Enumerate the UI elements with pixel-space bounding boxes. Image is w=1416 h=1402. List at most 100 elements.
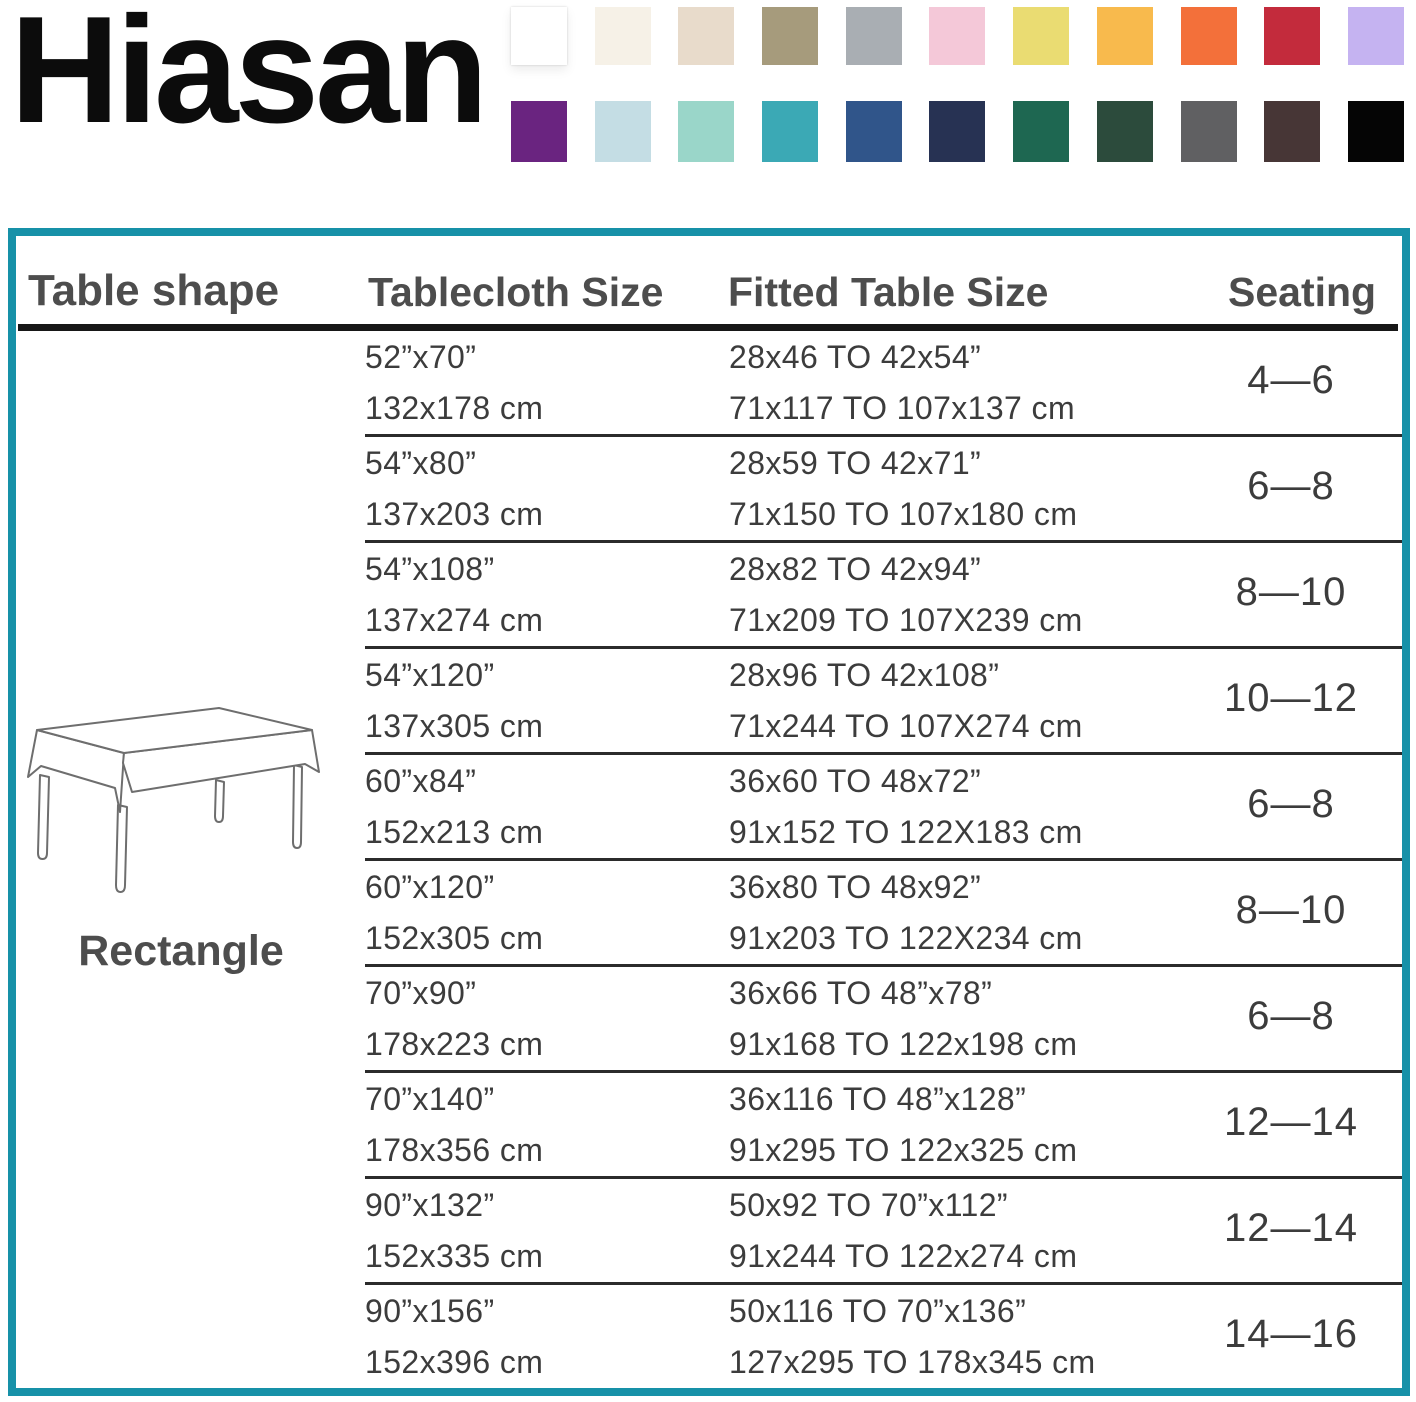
color-swatch (1264, 101, 1321, 162)
swatch-row-1 (511, 7, 1404, 65)
rectangle-table-icon (27, 707, 320, 893)
size-chart-header-row: Table shape Tablecloth Size Fitted Table… (16, 236, 1402, 324)
tablecloth-size-inches: 60”x120” (365, 868, 495, 905)
fitted-size-cm: 127x295 TO 178x345 cm (729, 1343, 1096, 1380)
fitted-size-cm: 71x244 TO 107X274 cm (729, 707, 1083, 744)
tablecloth-size-inches: 54”x80” (365, 444, 477, 481)
fitted-size-cm: 71x150 TO 107x180 cm (729, 495, 1078, 532)
color-swatch (511, 101, 567, 162)
color-swatch (929, 101, 986, 162)
tablecloth-size-inches: 90”x132” (365, 1186, 495, 1223)
fitted-size-inches: 28x59 TO 42x71” (729, 444, 982, 481)
fitted-size-inches: 36x80 TO 48x92” (729, 868, 982, 905)
seating-cell: 10—12 (1224, 676, 1358, 720)
table-row: 90”x156” 152x396 cm 50x116 TO 70”x136” 127x… (365, 1285, 1402, 1388)
tablecloth-size-cm: 137x274 cm (365, 601, 544, 638)
color-swatch (1347, 101, 1404, 162)
color-swatch (762, 101, 819, 162)
color-swatch (511, 7, 567, 65)
tablecloth-size-cm: 178x223 cm (365, 1025, 544, 1062)
fitted-table-size-cell: 36x80 TO 48x92” 91x203 TO 122X234 cm (729, 869, 1180, 957)
color-swatch (929, 7, 986, 65)
size-rows: 52”x70” 132x178 cm 28x46 TO 42x54” 71x117 T… (365, 331, 1402, 1388)
seating-cell: 8—10 (1235, 888, 1347, 932)
color-swatch (1264, 7, 1321, 65)
tablecloth-size-cm: 132x178 cm (365, 389, 544, 426)
fitted-size-inches: 36x66 TO 48”x78” (729, 974, 993, 1011)
seating-cell: 12—14 (1224, 1206, 1358, 1250)
tablecloth-size-inches: 54”x120” (365, 656, 495, 693)
fitted-size-inches: 50x92 TO 70”x112” (729, 1186, 1008, 1223)
tablecloth-size-cell: 60”x120” 152x305 cm (365, 869, 729, 957)
fitted-table-size-cell: 36x116 TO 48”x128” 91x295 TO 122x325 cm (729, 1081, 1180, 1169)
table-row: 60”x84” 152x213 cm 36x60 TO 48x72” 91x152 T… (365, 755, 1402, 861)
color-swatch (845, 101, 902, 162)
tablecloth-size-cm: 137x305 cm (365, 707, 544, 744)
fitted-table-size-cell: 50x92 TO 70”x112” 91x244 TO 122x274 cm (729, 1187, 1180, 1275)
tablecloth-size-cell: 90”x156” 152x396 cm (365, 1293, 729, 1381)
color-swatch (594, 7, 651, 65)
fitted-size-cm: 91x168 TO 122x198 cm (729, 1025, 1078, 1062)
tablecloth-size-inches: 52”x70” (365, 338, 477, 375)
fitted-table-size-cell: 36x60 TO 48x72” 91x152 TO 122X183 cm (729, 763, 1180, 851)
table-row: 54”x108” 137x274 cm 28x82 TO 42x94” 71x209 … (365, 543, 1402, 649)
fitted-size-inches: 28x96 TO 42x108” (729, 656, 1000, 693)
fitted-size-cm: 71x209 TO 107X239 cm (729, 601, 1083, 638)
table-row: 90”x132” 152x335 cm 50x92 TO 70”x112” 91x24… (365, 1179, 1402, 1285)
seating-cell: 4—6 (1247, 358, 1335, 402)
tablecloth-size-cell: 54”x80” 137x203 cm (365, 445, 729, 533)
fitted-size-inches: 50x116 TO 70”x136” (729, 1292, 1027, 1329)
table-shape-column: Rectangle (16, 331, 365, 1388)
size-chart: Table shape Tablecloth Size Fitted Table… (8, 228, 1410, 1396)
color-swatch (678, 7, 735, 65)
tablecloth-size-cell: 70”x140” 178x356 cm (365, 1081, 729, 1169)
seating-cell: 14—16 (1224, 1312, 1358, 1356)
fitted-size-cm: 91x295 TO 122x325 cm (729, 1131, 1078, 1168)
tablecloth-size-cm: 152x213 cm (365, 813, 544, 850)
fitted-size-inches: 28x82 TO 42x94” (729, 550, 982, 587)
fitted-table-size-cell: 50x116 TO 70”x136” 127x295 TO 178x345 cm (729, 1293, 1180, 1381)
fitted-size-inches: 36x116 TO 48”x128” (729, 1080, 1027, 1117)
color-swatch (1180, 7, 1237, 65)
color-swatch (1180, 101, 1237, 162)
brand-logo: Hiasan (10, 0, 488, 155)
tablecloth-size-cell: 54”x120” 137x305 cm (365, 657, 729, 745)
color-swatch (1013, 101, 1070, 162)
color-swatch (845, 7, 902, 65)
fitted-size-cm: 91x203 TO 122X234 cm (729, 919, 1083, 956)
tablecloth-size-inches: 70”x140” (365, 1080, 495, 1117)
size-chart-body: Rectangle 52”x70” 132x178 cm 28x46 TO 42x5… (16, 331, 1402, 1388)
tablecloth-size-cm: 152x335 cm (365, 1237, 544, 1274)
fitted-table-size-cell: 36x66 TO 48”x78” 91x168 TO 122x198 cm (729, 975, 1180, 1063)
fitted-table-size-cell: 28x96 TO 42x108” 71x244 TO 107X274 cm (729, 657, 1180, 745)
table-row: 60”x120” 152x305 cm 36x80 TO 48x92” 91x203 … (365, 861, 1402, 967)
swatch-row-2 (511, 101, 1404, 162)
column-header-table-shape: Table shape (28, 266, 280, 315)
color-swatch (1013, 7, 1070, 65)
fitted-size-cm: 71x117 TO 107x137 cm (729, 389, 1075, 426)
tablecloth-size-cell: 60”x84” 152x213 cm (365, 763, 729, 851)
table-row: 54”x80” 137x203 cm 28x59 TO 42x71” 71x150 T… (365, 437, 1402, 543)
tablecloth-size-cm: 178x356 cm (365, 1131, 544, 1168)
column-header-tablecloth-size: Tablecloth Size (368, 269, 664, 315)
tablecloth-size-cell: 90”x132” 152x335 cm (365, 1187, 729, 1275)
tablecloth-size-cm: 137x203 cm (365, 495, 544, 532)
color-swatch (678, 101, 735, 162)
table-row: 70”x140” 178x356 cm 36x116 TO 48”x128” 91x2… (365, 1073, 1402, 1179)
tablecloth-size-inches: 54”x108” (365, 550, 495, 587)
table-row: 70”x90” 178x223 cm 36x66 TO 48”x78” 91x168 … (365, 967, 1402, 1073)
header-divider (18, 324, 1398, 331)
fitted-size-cm: 91x244 TO 122x274 cm (729, 1237, 1078, 1274)
table-row: 52”x70” 132x178 cm 28x46 TO 42x54” 71x117 T… (365, 331, 1402, 437)
color-swatch (1096, 7, 1153, 65)
shape-label: Rectangle (78, 927, 284, 975)
tablecloth-size-cell: 54”x108” 137x274 cm (365, 551, 729, 639)
tablecloth-size-cm: 152x305 cm (365, 919, 544, 956)
color-swatch (1347, 7, 1404, 65)
tablecloth-size-inches: 60”x84” (365, 762, 477, 799)
color-swatch (1096, 101, 1153, 162)
seating-cell: 6—8 (1247, 782, 1335, 826)
seating-cell: 12—14 (1224, 1100, 1358, 1144)
seating-cell: 6—8 (1247, 994, 1335, 1038)
column-header-seating: Seating (1228, 269, 1377, 315)
